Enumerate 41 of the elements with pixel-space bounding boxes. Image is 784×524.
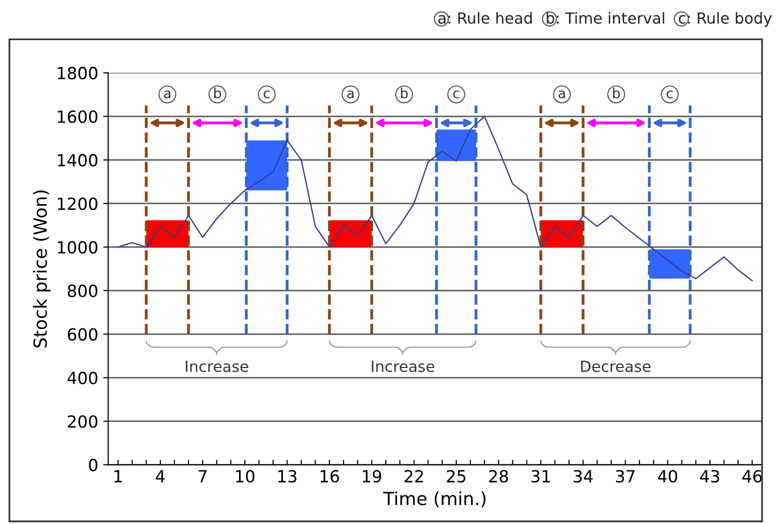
x-tick-label: 7 <box>198 470 206 482</box>
annotation: a <box>347 90 354 98</box>
x-tick-label: 16 <box>320 470 339 483</box>
x-tick-label: 31 <box>531 470 550 483</box>
annotation: Decrease <box>581 360 650 372</box>
annotation: b <box>400 88 408 98</box>
annotation: c <box>453 90 460 98</box>
x-tick-label: 22 <box>404 470 423 482</box>
x-tick-label: 25 <box>446 470 466 483</box>
x-tick-label: 1 <box>114 470 122 482</box>
annotation: a <box>164 90 170 98</box>
annotation: Increase <box>372 360 434 372</box>
x-tick-label: 46 <box>742 470 762 483</box>
y-tick-label: 200 <box>68 415 98 428</box>
y-tick-label: 600 <box>68 328 98 341</box>
x-tick-label: 28 <box>489 470 508 483</box>
x-tick-label: 40 <box>658 470 678 483</box>
x-tick-label: 4 <box>156 470 165 482</box>
x-tick-label: 13 <box>278 470 296 483</box>
x-tick-label: 10 <box>236 470 254 483</box>
y-tick-label: 1600 <box>58 110 98 123</box>
y-tick-label: 0 <box>88 458 98 472</box>
annotation: c <box>264 90 270 98</box>
x-axis-title: Time (min.) <box>383 491 486 508</box>
y-tick-label: 1200 <box>58 197 98 210</box>
annotation: b <box>214 88 222 98</box>
annotation: c <box>666 90 673 98</box>
y-tick-label: 1800 <box>58 66 98 80</box>
x-tick-label: 43 <box>700 470 720 483</box>
y-axis-title: Stock price (Won) <box>33 190 50 348</box>
y-tick-label: 1400 <box>58 154 98 167</box>
x-tick-label: 37 <box>616 470 635 483</box>
x-tick-label: 19 <box>362 470 382 483</box>
y-tick-label: 400 <box>67 372 98 384</box>
annotation: a <box>558 90 565 98</box>
line-series <box>117 116 753 282</box>
y-tick-label: 1000 <box>58 241 98 254</box>
annotation: b <box>613 88 620 98</box>
annotation: Increase <box>186 360 248 372</box>
x-tick-label: 34 <box>574 470 593 483</box>
y-tick-label: 800 <box>68 284 98 298</box>
